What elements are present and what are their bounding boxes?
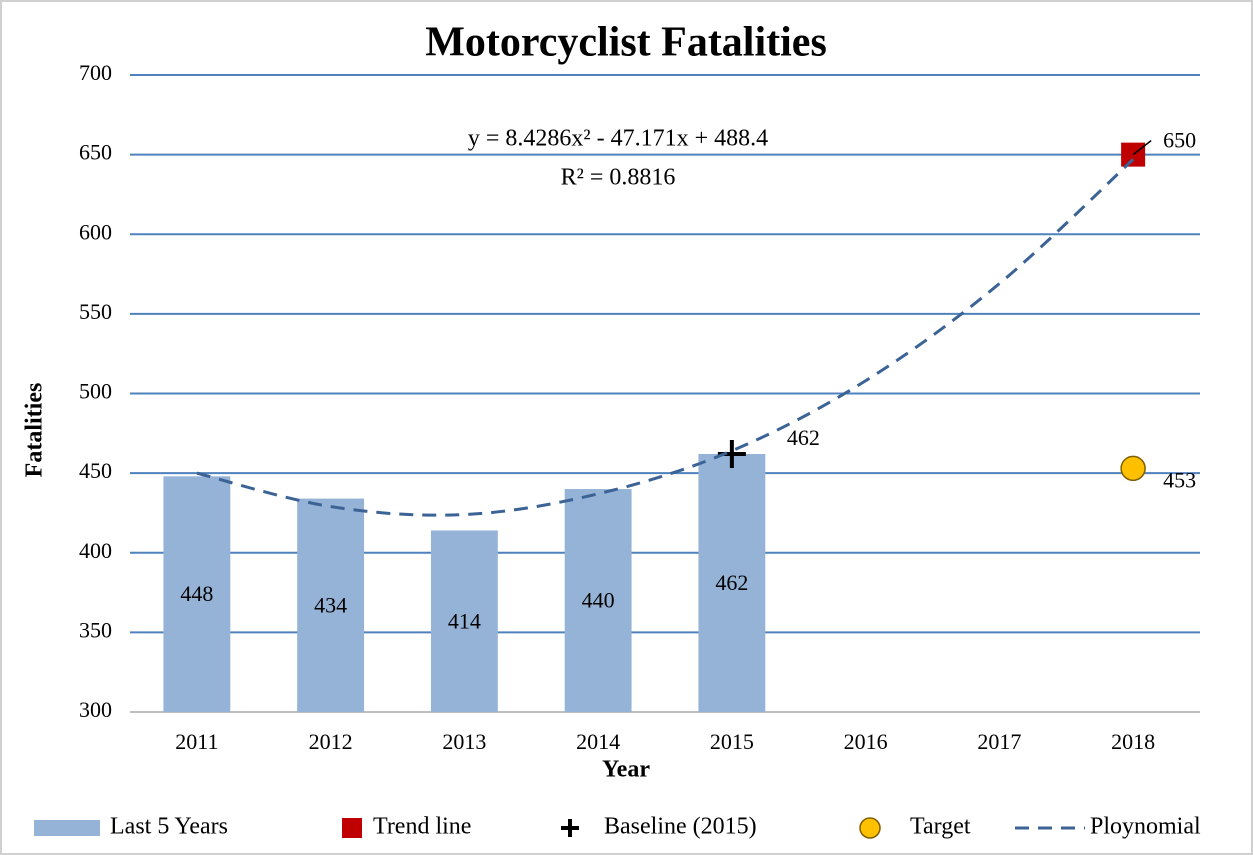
x-tick-label: 2014 — [576, 729, 620, 754]
x-axis-label: Year — [602, 757, 650, 783]
y-tick-label: 400 — [79, 538, 112, 563]
bar — [163, 476, 231, 712]
legend-swatch — [342, 818, 362, 838]
y-tick-label: 500 — [79, 379, 112, 404]
data-label: 650 — [1163, 128, 1196, 153]
data-label: 462 — [787, 425, 820, 450]
chart-title: Motorcyclist Fatalities — [425, 20, 827, 66]
x-tick-label: 2018 — [1111, 729, 1155, 754]
bar — [564, 489, 632, 712]
legend-label: Target — [910, 814, 971, 840]
legend-swatch — [34, 820, 100, 836]
trend-curve — [196, 158, 1135, 517]
leader-line — [1132, 140, 1152, 156]
bar — [297, 498, 365, 712]
legend-label: Last 5 Years — [110, 814, 228, 840]
x-tick-label: 2016 — [844, 729, 888, 754]
data-label: 462 — [715, 570, 748, 595]
y-tick-label: 550 — [79, 299, 112, 324]
y-tick-label: 700 — [79, 60, 112, 85]
legend-label: Trend line — [373, 814, 471, 840]
data-label: 440 — [582, 588, 615, 613]
data-label: 448 — [180, 581, 213, 606]
equation: y = 8.4286x² - 47.171x + 488.4 — [468, 126, 768, 152]
legend-swatch — [859, 817, 881, 839]
circle-marker — [1120, 455, 1146, 482]
x-tick-label: 2015 — [710, 729, 754, 754]
y-tick-label: 650 — [79, 140, 112, 165]
data-label: 453 — [1163, 467, 1196, 492]
y-axis-label: Fatalities — [22, 383, 48, 478]
bar — [698, 454, 766, 712]
legend-label: Baseline (2015) — [604, 814, 757, 840]
data-label: 414 — [448, 608, 481, 633]
x-tick-label: 2013 — [442, 729, 486, 754]
legend-label: Ploynomial — [1090, 814, 1201, 840]
legend-swatch — [561, 819, 579, 837]
r-squared: R² = 0.8816 — [561, 165, 676, 191]
x-tick-label: 2017 — [977, 729, 1021, 754]
x-tick-label: 2012 — [309, 729, 353, 754]
y-tick-label: 450 — [79, 458, 112, 483]
y-tick-label: 600 — [79, 219, 112, 244]
y-tick-label: 350 — [79, 617, 112, 642]
bar — [430, 530, 498, 712]
x-tick-label: 2011 — [175, 729, 218, 754]
y-tick-label: 300 — [79, 697, 112, 722]
data-label: 434 — [314, 592, 347, 617]
